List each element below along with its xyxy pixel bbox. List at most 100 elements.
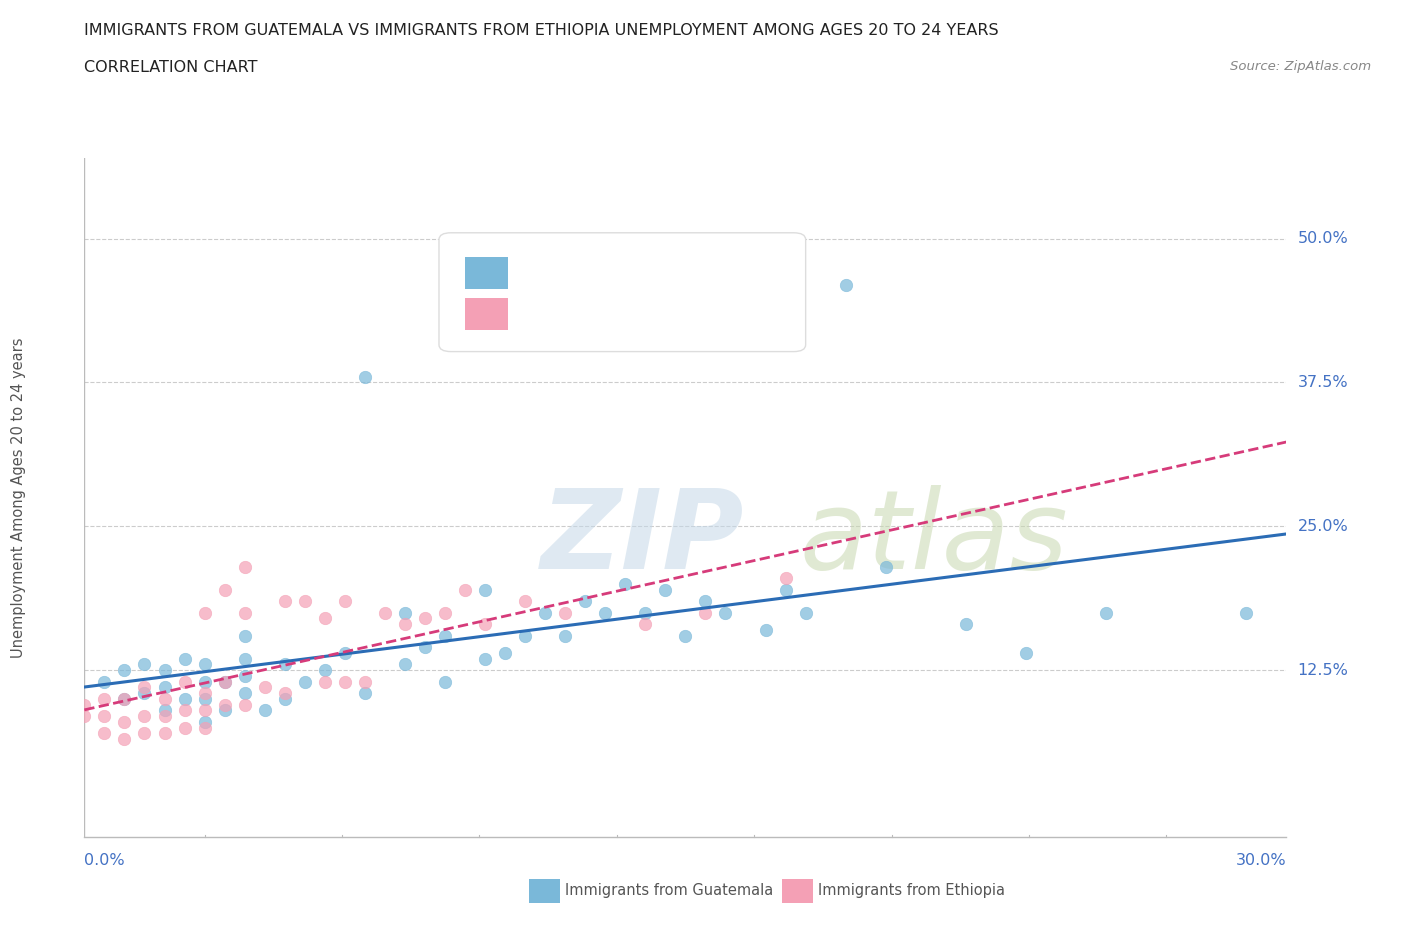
Point xyxy=(955,617,977,631)
Text: 30.0%: 30.0% xyxy=(1236,853,1286,868)
Point xyxy=(173,651,195,666)
Text: ZIP: ZIP xyxy=(541,485,745,591)
Point xyxy=(274,685,297,700)
Point xyxy=(675,628,697,643)
Point xyxy=(233,628,256,643)
Point xyxy=(194,605,217,620)
Point xyxy=(73,698,96,712)
Text: Unemployment Among Ages 20 to 24 years: Unemployment Among Ages 20 to 24 years xyxy=(11,338,25,658)
Point xyxy=(194,657,217,671)
Point xyxy=(474,617,496,631)
Point xyxy=(434,605,457,620)
Point xyxy=(153,692,176,707)
Point xyxy=(73,709,96,724)
Point xyxy=(134,685,156,700)
Point xyxy=(253,703,276,718)
Point xyxy=(214,698,236,712)
Point xyxy=(333,645,356,660)
Text: 50.0%: 50.0% xyxy=(1298,232,1348,246)
Point xyxy=(114,692,135,707)
Point xyxy=(214,703,236,718)
Point xyxy=(614,577,637,591)
Text: Source: ZipAtlas.com: Source: ZipAtlas.com xyxy=(1230,60,1371,73)
Text: CORRELATION CHART: CORRELATION CHART xyxy=(84,60,257,75)
Point xyxy=(434,674,457,689)
Point xyxy=(554,605,576,620)
Point xyxy=(634,605,657,620)
Point xyxy=(413,640,436,655)
Text: IMMIGRANTS FROM GUATEMALA VS IMMIGRANTS FROM ETHIOPIA UNEMPLOYMENT AMONG AGES 20: IMMIGRANTS FROM GUATEMALA VS IMMIGRANTS … xyxy=(84,23,1000,38)
Point xyxy=(153,703,176,718)
Point xyxy=(714,605,737,620)
Point xyxy=(233,698,256,712)
Text: Immigrants from Ethiopia: Immigrants from Ethiopia xyxy=(818,884,1005,898)
Point xyxy=(153,726,176,741)
Point xyxy=(134,726,156,741)
Point xyxy=(314,663,336,678)
Point xyxy=(394,605,416,620)
FancyBboxPatch shape xyxy=(439,232,806,352)
Point xyxy=(354,674,377,689)
Point xyxy=(134,709,156,724)
Point xyxy=(233,685,256,700)
Point xyxy=(194,692,217,707)
Point xyxy=(1234,605,1257,620)
Point xyxy=(595,605,617,620)
Point xyxy=(93,709,115,724)
Text: 25.0%: 25.0% xyxy=(1298,519,1348,534)
Point xyxy=(434,628,457,643)
Point xyxy=(534,605,557,620)
Point xyxy=(233,669,256,684)
Text: 12.5%: 12.5% xyxy=(1298,663,1348,678)
Point xyxy=(314,611,336,626)
Point xyxy=(494,645,516,660)
Point xyxy=(333,593,356,608)
Point xyxy=(474,582,496,597)
Point xyxy=(1015,645,1038,660)
Point xyxy=(274,692,297,707)
Point xyxy=(294,674,316,689)
Point xyxy=(194,714,217,729)
Point xyxy=(394,657,416,671)
Point xyxy=(114,714,135,729)
Point xyxy=(194,685,217,700)
Point xyxy=(515,628,537,643)
Text: R = 0.367   N = 47: R = 0.367 N = 47 xyxy=(526,303,690,318)
Point xyxy=(114,692,135,707)
Text: R = 0.109   N = 56: R = 0.109 N = 56 xyxy=(526,262,690,278)
Point xyxy=(173,703,195,718)
Point xyxy=(775,571,797,586)
Point xyxy=(233,559,256,574)
Point xyxy=(194,703,217,718)
Point xyxy=(654,582,676,597)
Point xyxy=(354,685,377,700)
Point xyxy=(134,657,156,671)
Point xyxy=(374,605,396,620)
Point xyxy=(333,674,356,689)
Point xyxy=(394,617,416,631)
Text: 0.0%: 0.0% xyxy=(84,853,125,868)
Point xyxy=(695,605,717,620)
Point xyxy=(214,674,236,689)
Point xyxy=(274,593,297,608)
Point xyxy=(755,622,778,637)
Point xyxy=(574,593,596,608)
Point xyxy=(233,605,256,620)
Point xyxy=(214,674,236,689)
Point xyxy=(634,617,657,631)
Point xyxy=(194,720,217,735)
Point xyxy=(875,559,897,574)
Text: atlas: atlas xyxy=(800,485,1069,591)
Point xyxy=(515,593,537,608)
Point xyxy=(134,680,156,695)
Point xyxy=(194,674,217,689)
Point xyxy=(93,674,115,689)
Point xyxy=(93,726,115,741)
Point xyxy=(1095,605,1118,620)
Point xyxy=(153,680,176,695)
Point xyxy=(413,611,436,626)
Text: 37.5%: 37.5% xyxy=(1298,375,1348,390)
FancyBboxPatch shape xyxy=(465,257,508,289)
Point xyxy=(775,582,797,597)
Point xyxy=(794,605,817,620)
